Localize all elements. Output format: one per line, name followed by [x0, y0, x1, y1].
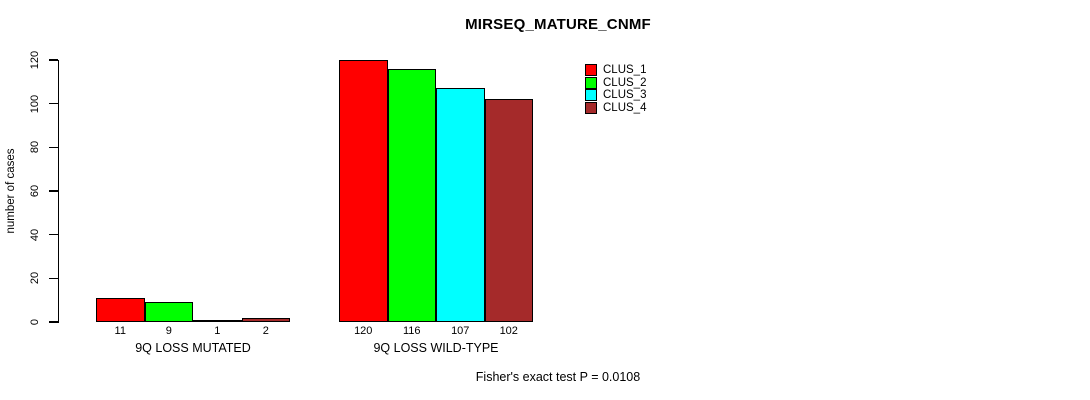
bar-clus_3-wild-type — [436, 88, 485, 322]
chart-title: MIRSEQ_MATURE_CNMF — [465, 16, 651, 33]
legend-swatch-icon — [585, 64, 597, 76]
footer-annotation: Fisher's exact test P = 0.0108 — [475, 370, 641, 384]
legend-item-clus_3: CLUS_3 — [585, 89, 646, 101]
bar-clus_1-wild-type — [339, 60, 388, 322]
y-axis-line — [57, 59, 59, 323]
legend-swatch-icon — [585, 89, 597, 101]
y-axis-tick-label: 120 — [29, 50, 41, 70]
legend-swatch-icon — [585, 101, 597, 114]
legend-label: CLUS_4 — [603, 101, 647, 114]
y-axis-tick — [49, 146, 58, 149]
bar-value-label: 102 — [499, 325, 518, 337]
bar-clus_4-mutated — [241, 317, 290, 322]
bar-clus_2-wild-type — [387, 68, 436, 322]
bar-clus_1-mutated — [96, 297, 145, 322]
bar-value-label: 120 — [354, 325, 373, 337]
bar-value-label: 9 — [165, 325, 172, 337]
bar-value-label: 116 — [402, 325, 421, 337]
bar-value-label: 107 — [451, 325, 470, 337]
bar-value-label: 1 — [214, 325, 221, 337]
y-axis-tick — [49, 321, 58, 323]
bar-value-label: 11 — [114, 325, 126, 337]
legend-swatch-icon — [585, 76, 597, 89]
bar-clus_2-mutated — [144, 302, 193, 322]
legend-item-clus_2: CLUS_2 — [585, 76, 647, 89]
legend-item-clus_4: CLUS_4 — [585, 101, 647, 114]
legend-label: CLUS_1 — [603, 64, 647, 76]
y-axis-tick — [49, 277, 58, 280]
y-axis-tick-label: 60 — [29, 184, 41, 198]
y-axis-tick — [49, 102, 58, 105]
legend-label: CLUS_3 — [603, 89, 647, 101]
legend-item-clus_1: CLUS_1 — [585, 64, 646, 76]
bar-value-label: 2 — [262, 325, 269, 337]
y-axis-tick — [49, 233, 58, 236]
bar-clus_4-wild-type — [484, 99, 533, 322]
y-axis-tick-label: 40 — [29, 228, 41, 241]
y-axis-tick-label: 100 — [29, 94, 41, 113]
y-axis-tick-label: 0 — [29, 318, 41, 326]
x-axis-group-label: 9Q LOSS MUTATED — [135, 341, 251, 355]
y-axis-tick — [49, 59, 58, 61]
legend-label: CLUS_2 — [603, 76, 647, 89]
y-axis-tick-label: 20 — [29, 272, 41, 285]
y-axis-tick-label: 80 — [29, 141, 41, 154]
y-axis-tick — [49, 190, 58, 192]
x-axis-group-label: 9Q LOSS WILD-TYPE — [373, 341, 499, 355]
bar-clus_3-mutated — [193, 319, 242, 322]
